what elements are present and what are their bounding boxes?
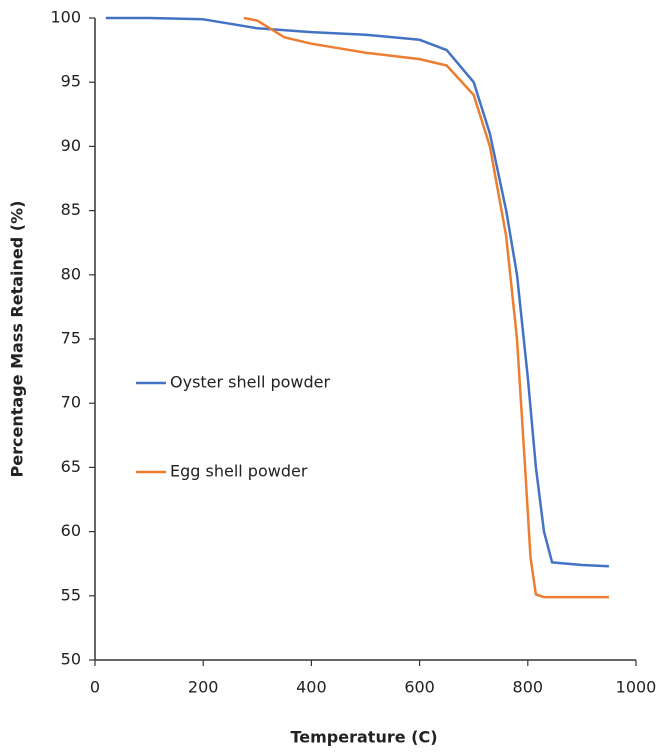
x-tick-label: 600 xyxy=(404,678,435,697)
series-line xyxy=(243,16,609,599)
y-tick-label: 50 xyxy=(61,650,81,669)
x-tick-label: 200 xyxy=(188,678,219,697)
x-tick-label: 0 xyxy=(90,678,100,697)
y-tick-label: 85 xyxy=(61,200,81,219)
series-line xyxy=(105,16,609,568)
x-tick-label: 1000 xyxy=(616,678,657,697)
x-axis-title: Temperature (C) xyxy=(290,728,437,747)
y-tick-label: 100 xyxy=(50,8,81,27)
y-tick-label: 75 xyxy=(61,329,81,348)
y-tick-label: 70 xyxy=(61,393,81,412)
y-tick-label: 65 xyxy=(61,457,81,476)
y-tick-label: 55 xyxy=(61,585,81,604)
legend-label: Egg shell powder xyxy=(170,462,308,481)
y-axis-title: Percentage Mass Retained (%) xyxy=(8,201,27,478)
y-tick-label: 90 xyxy=(61,136,81,155)
y-tick-label: 80 xyxy=(61,264,81,283)
y-tick-label: 95 xyxy=(61,72,81,91)
x-tick-label: 400 xyxy=(296,678,327,697)
y-tick-label: 60 xyxy=(61,521,81,540)
x-tick-label: 800 xyxy=(513,678,544,697)
legend-label: Oyster shell powder xyxy=(170,373,331,392)
